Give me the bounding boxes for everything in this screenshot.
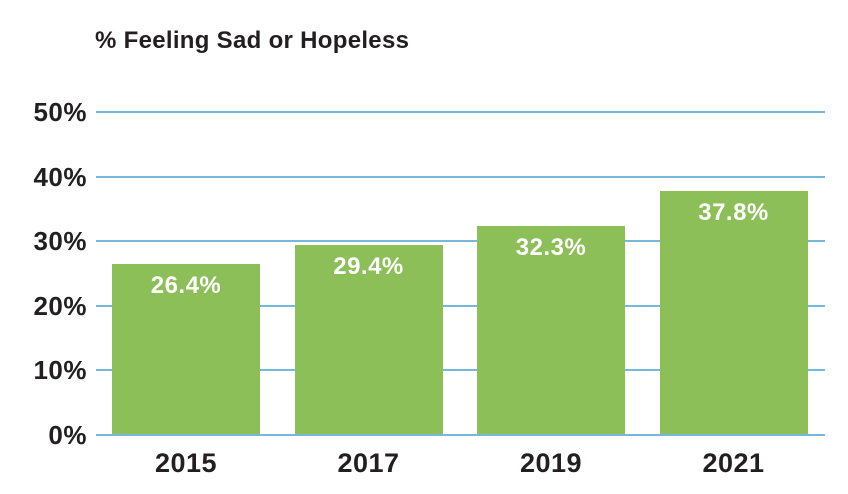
y-tick-label: 20% [33, 290, 87, 321]
bar-2021: 37.8% [659, 190, 808, 435]
chart-title: % Feeling Sad or Hopeless [95, 27, 410, 54]
gridline-20 [96, 304, 825, 307]
bar-2015: 26.4% [112, 264, 260, 435]
y-tick-label: 30% [33, 226, 87, 257]
plot-area: 26.4% 29.4% 32.3% 37.8% [96, 111, 825, 436]
gridline-0 [96, 434, 825, 436]
bar-2019: 32.3% [477, 226, 625, 435]
x-tick-label-2021: 2021 [702, 448, 765, 478]
bar-value-label: 29.4% [333, 253, 404, 281]
x-tick-label-2017: 2017 [337, 448, 400, 478]
x-tick-label-2015: 2015 [154, 448, 218, 478]
gridline-10 [96, 369, 825, 372]
bar-value-label: 37.8% [698, 198, 769, 226]
bar-2017: 29.4% [294, 245, 443, 435]
y-tick-label: 50% [33, 97, 87, 127]
bar-value-label: 26.4% [150, 272, 222, 300]
y-tick-label: 0% [48, 420, 87, 450]
y-tick-label: 40% [33, 161, 87, 192]
gridline-40 [96, 175, 825, 178]
bar-value-label: 32.3% [515, 234, 587, 262]
gridline-30 [96, 240, 825, 243]
x-tick-label-2019: 2019 [519, 448, 583, 478]
y-tick-label: 10% [33, 355, 87, 386]
gridline-50 [96, 111, 825, 113]
